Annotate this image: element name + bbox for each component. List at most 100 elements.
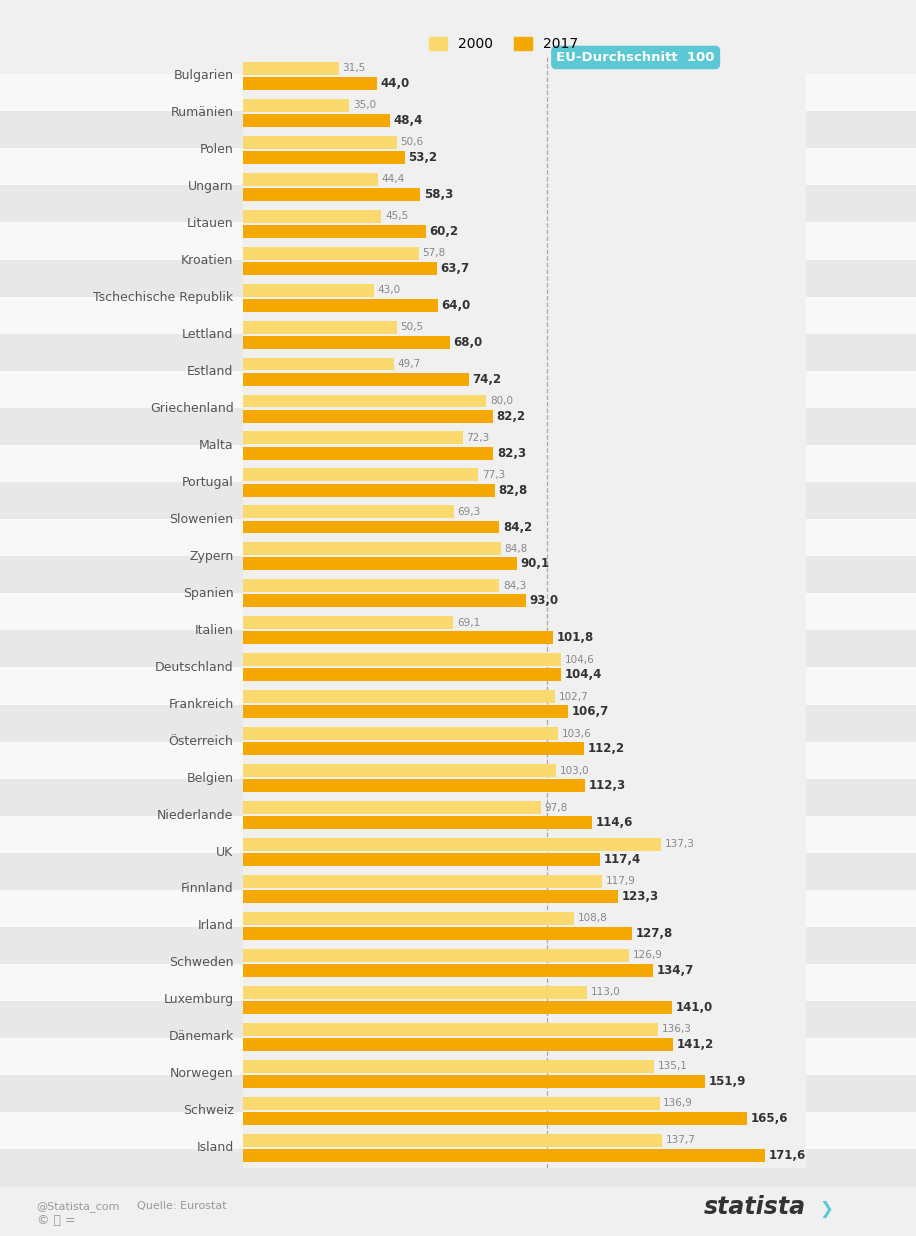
Text: 35,0: 35,0 [353, 100, 376, 110]
Bar [243, 336, 450, 349]
Text: Schweden: Schweden [169, 957, 234, 969]
Text: 84,2: 84,2 [503, 520, 532, 534]
Text: 72,3: 72,3 [466, 433, 490, 442]
Text: 117,4: 117,4 [604, 853, 641, 866]
Text: 43,0: 43,0 [377, 286, 400, 295]
Text: 141,0: 141,0 [676, 1001, 713, 1014]
Text: 44,4: 44,4 [382, 174, 405, 184]
Text: Island: Island [196, 1141, 234, 1154]
Text: ❯: ❯ [820, 1200, 834, 1217]
Text: UK: UK [216, 845, 234, 859]
Text: Belgien: Belgien [187, 771, 234, 785]
Text: 50,6: 50,6 [400, 137, 423, 147]
Text: 112,3: 112,3 [588, 779, 626, 792]
Bar [243, 669, 561, 681]
Text: 84,8: 84,8 [505, 544, 528, 554]
Bar [243, 964, 653, 976]
Text: Ungarn: Ungarn [188, 180, 234, 193]
Text: Griechenland: Griechenland [150, 402, 234, 415]
Text: Schweiz: Schweiz [182, 1104, 234, 1117]
Text: 69,1: 69,1 [457, 618, 480, 628]
Text: © ⓘ =: © ⓘ = [37, 1214, 75, 1226]
Bar [243, 114, 390, 127]
Text: 137,7: 137,7 [666, 1135, 695, 1145]
Text: 82,3: 82,3 [497, 446, 526, 460]
Text: 165,6: 165,6 [750, 1112, 788, 1125]
Text: 108,8: 108,8 [578, 913, 607, 923]
Bar [243, 409, 493, 423]
Text: 113,0: 113,0 [591, 988, 620, 997]
Text: 117,9: 117,9 [605, 876, 636, 886]
Text: Lettland: Lettland [182, 328, 234, 341]
Text: 123,3: 123,3 [622, 890, 659, 904]
Text: 60,2: 60,2 [430, 225, 459, 237]
Text: Malta: Malta [199, 439, 234, 452]
Text: Polen: Polen [200, 143, 234, 157]
Bar [243, 373, 469, 386]
Text: 126,9: 126,9 [633, 950, 662, 960]
Bar [243, 173, 378, 185]
Bar [243, 690, 555, 703]
Text: 82,8: 82,8 [498, 483, 528, 497]
Text: 49,7: 49,7 [398, 358, 421, 370]
Bar [243, 853, 600, 866]
Text: 136,3: 136,3 [661, 1025, 692, 1035]
Bar [243, 912, 574, 925]
Text: Tschechische Republik: Tschechische Republik [93, 292, 234, 304]
Text: 101,8: 101,8 [556, 632, 594, 644]
Text: 44,0: 44,0 [380, 77, 409, 90]
Text: statista: statista [704, 1195, 806, 1219]
Text: 69,3: 69,3 [457, 507, 481, 517]
Text: 45,5: 45,5 [385, 211, 409, 221]
Text: 48,4: 48,4 [394, 114, 423, 127]
Text: 135,1: 135,1 [658, 1062, 688, 1072]
Text: 74,2: 74,2 [473, 373, 501, 386]
Bar [243, 99, 349, 111]
Text: 63,7: 63,7 [441, 262, 470, 274]
Bar [243, 1001, 672, 1014]
Bar [243, 247, 419, 260]
Bar [243, 446, 494, 460]
Bar [243, 949, 629, 962]
Bar [243, 595, 526, 607]
Text: Norwegen: Norwegen [169, 1067, 234, 1080]
Text: 68,0: 68,0 [453, 336, 483, 349]
Bar [243, 543, 501, 555]
Text: 112,2: 112,2 [588, 743, 626, 755]
Text: 103,6: 103,6 [562, 728, 592, 739]
Bar [243, 927, 632, 941]
Bar [243, 1133, 662, 1147]
Bar [243, 262, 437, 274]
Text: 141,2: 141,2 [676, 1038, 714, 1051]
Text: 90,1: 90,1 [521, 557, 550, 571]
Text: Bulgarien: Bulgarien [173, 69, 234, 83]
Bar [243, 506, 453, 518]
Text: 57,8: 57,8 [422, 248, 446, 258]
Text: 82,2: 82,2 [496, 409, 526, 423]
Bar [243, 394, 486, 408]
Bar [243, 1148, 765, 1162]
Bar [243, 320, 397, 334]
Bar [243, 764, 556, 777]
Text: EU-Durchschnitt  100: EU-Durchschnitt 100 [556, 51, 714, 64]
Text: Zypern: Zypern [190, 550, 234, 562]
Bar [243, 1059, 654, 1073]
Bar [243, 520, 499, 534]
Text: Quelle: Eurostat: Quelle: Eurostat [137, 1201, 227, 1211]
Text: 137,3: 137,3 [664, 839, 694, 849]
Text: Frankreich: Frankreich [169, 697, 234, 711]
Text: Luxemburg: Luxemburg [163, 994, 234, 1006]
Text: Dänemark: Dänemark [169, 1031, 234, 1043]
Bar [243, 779, 584, 792]
Text: Slowenien: Slowenien [169, 513, 234, 527]
Text: Niederlande: Niederlande [158, 808, 234, 822]
Text: 106,7: 106,7 [572, 706, 608, 718]
Text: 93,0: 93,0 [529, 595, 559, 607]
Bar [243, 632, 552, 644]
Bar [243, 210, 381, 222]
Bar [243, 1022, 658, 1036]
Bar [243, 136, 397, 148]
Text: Litauen: Litauen [187, 218, 234, 230]
Bar [243, 890, 618, 904]
Text: 31,5: 31,5 [343, 63, 365, 73]
